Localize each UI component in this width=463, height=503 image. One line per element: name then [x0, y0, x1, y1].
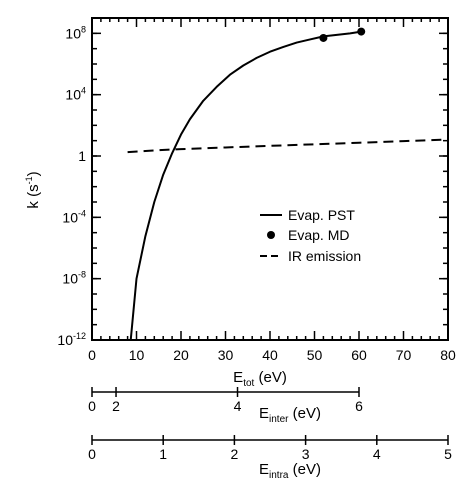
secondary-axis-inter-label-main: E: [259, 405, 269, 422]
y-axis-label-close: ): [25, 171, 42, 176]
x-tick-label: 50: [307, 347, 323, 363]
y-tick-label: 104: [65, 86, 86, 103]
x-axis: 0 10 20 30 40 50 60 70 80: [88, 18, 456, 363]
secondary-axis-intra-label-main: E: [259, 461, 269, 478]
secondary-axis-tick-label: 2: [112, 398, 120, 414]
legend-label-evap-pst: Evap. PST: [288, 207, 355, 223]
data-point-evap-md: [319, 33, 328, 42]
x-tick-label: 80: [440, 347, 456, 363]
secondary-axis-tick-label: 0: [88, 398, 96, 414]
x-tick-label: 60: [351, 347, 367, 363]
secondary-axis-tick-label: 0: [88, 446, 96, 462]
y-tick-label: 10-12: [57, 331, 86, 348]
y-tick-label-base: 10: [62, 209, 78, 225]
y-tick-label-exponent: 4: [81, 86, 86, 96]
x-axis-label-main: E: [233, 369, 243, 386]
legend: Evap. PST Evap. MD IR emission: [260, 207, 361, 264]
y-tick-label-exponent: 8: [81, 24, 86, 34]
legend-label-ir-emission: IR emission: [288, 248, 361, 264]
x-tick-label: 20: [173, 347, 189, 363]
secondary-axis-tick-label: 3: [302, 446, 310, 462]
y-tick-label: 10-8: [62, 270, 86, 287]
y-tick-label: 108: [65, 24, 86, 41]
y-axis-label: k (s-1): [24, 171, 42, 208]
y-tick-label-exponent: -12: [73, 331, 86, 341]
secondary-axis-tick-label: 4: [234, 398, 242, 414]
secondary-axis-inter-label: Einter (eV): [259, 405, 321, 425]
y-tick-label: 1: [78, 148, 86, 164]
secondary-axis-tick-label: 2: [231, 446, 239, 462]
secondary-axis-inter-label-unit: (eV): [288, 405, 321, 422]
y-tick-label-exponent: -8: [78, 270, 86, 280]
secondary-axis-intra: 0 1 2 3 4 5: [88, 435, 452, 462]
y-axis-label-exponent: -1: [24, 176, 34, 184]
secondary-axis-intra-label: Eintra (eV): [259, 461, 321, 481]
x-tick-label: 70: [396, 347, 412, 363]
secondary-axis-inter-label-sub: inter: [269, 414, 289, 425]
secondary-axis-tick-label: 6: [355, 398, 363, 414]
y-tick-label-exponent: -4: [78, 208, 86, 218]
data-point-evap-md: [357, 27, 366, 36]
secondary-axis-intra-label-sub: intra: [269, 470, 289, 481]
x-axis-label-unit: (eV): [254, 369, 287, 386]
y-tick-label-base: 10: [65, 25, 81, 41]
x-axis-label: Etot (eV): [233, 369, 287, 389]
x-tick-label: 10: [129, 347, 145, 363]
x-tick-label: 30: [218, 347, 234, 363]
y-tick-label-base: 10: [62, 271, 78, 287]
y-tick-label-base: 1: [78, 148, 86, 164]
series-line-ir-emission: [127, 138, 449, 154]
plot-area: [91, 17, 449, 341]
series-line-evap-pst: [129, 30, 362, 341]
y-tick-label-base: 10: [57, 332, 73, 348]
x-tick-label: 40: [262, 347, 278, 363]
series-layer: [127, 27, 449, 341]
legend-label-evap-md: Evap. MD: [288, 227, 349, 243]
x-axis-label-sub: tot: [243, 378, 254, 389]
plot-frame: [91, 17, 449, 341]
x-tick-label: 0: [88, 347, 96, 363]
secondary-axis-tick-label: 5: [444, 446, 452, 462]
secondary-axis-intra-label-unit: (eV): [288, 461, 321, 478]
y-tick-label: 10-4: [62, 208, 86, 225]
secondary-axis-tick-label: 1: [159, 446, 167, 462]
y-axis-label-main: k (s: [25, 184, 42, 208]
secondary-axis-tick-label: 4: [373, 446, 381, 462]
legend-swatch-evap-md: [267, 231, 275, 239]
y-tick-label-base: 10: [65, 87, 81, 103]
